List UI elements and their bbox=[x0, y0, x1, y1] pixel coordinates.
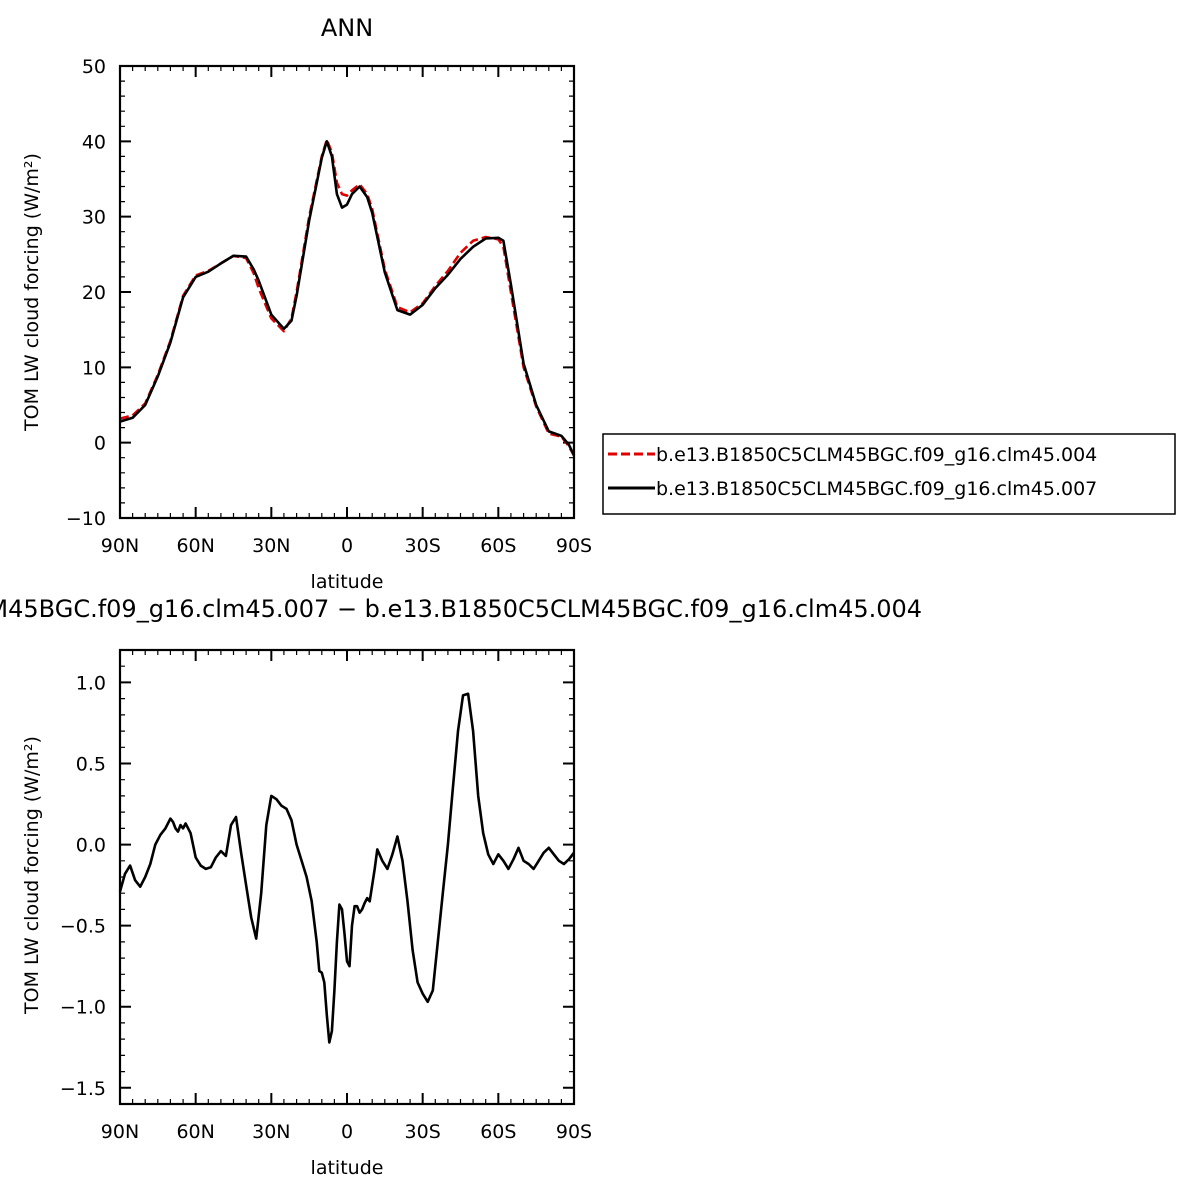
top-minor-ticks bbox=[119, 65, 575, 519]
bottom-y-axis-label: TOM LW cloud forcing (W/m²) bbox=[21, 736, 43, 1015]
top-x-tick-label: 60S bbox=[480, 535, 516, 557]
bottom-y-tick-label: −1.0 bbox=[60, 997, 106, 1019]
bottom-y-tick-label: −1.5 bbox=[60, 1078, 106, 1100]
top-x-tick-label: 90N bbox=[101, 535, 139, 557]
legend-label-007: b.e13.B1850C5CLM45BGC.f09_g16.clm45.007 bbox=[656, 478, 1097, 500]
bottom-x-tick-label: 0 bbox=[341, 1121, 353, 1143]
top-y-tick-label: 0 bbox=[94, 433, 106, 455]
bottom-series-line-0 bbox=[118, 692, 576, 1044]
bottom-plot-frame bbox=[118, 648, 576, 1106]
bottom-y-tick-label: 0.0 bbox=[76, 835, 106, 857]
bottom-y-tick-label: 0.5 bbox=[76, 754, 106, 776]
top-series-line-1 bbox=[119, 140, 576, 457]
bottom-x-tick-label: 30S bbox=[405, 1121, 441, 1143]
top-series-line-0 bbox=[119, 138, 576, 457]
top-x-tick-label: 0 bbox=[341, 535, 353, 557]
legend: b.e13.B1850C5CLM45BGC.f09_g16.clm45.004 … bbox=[602, 433, 1176, 515]
legend-label-004: b.e13.B1850C5CLM45BGC.f09_g16.clm45.004 bbox=[656, 444, 1097, 466]
bottom-x-tick-label: 60S bbox=[480, 1121, 516, 1143]
top-x-axis-label: latitude bbox=[311, 571, 384, 593]
bottom-x-tick-label: 30N bbox=[252, 1121, 290, 1143]
top-y-tick-label: 40 bbox=[82, 131, 106, 153]
legend-box bbox=[602, 433, 1176, 515]
top-x-tick-label: 60N bbox=[176, 535, 214, 557]
bottom-x-tick-label: 90S bbox=[556, 1121, 592, 1143]
bottom-y-tick-label: −0.5 bbox=[60, 916, 106, 938]
top-y-tick-label: 30 bbox=[82, 207, 106, 229]
top-x-tick-label: 30N bbox=[252, 535, 290, 557]
bottom-x-tick-label: 90N bbox=[101, 1121, 139, 1143]
top-plot-frame bbox=[118, 64, 576, 520]
top-x-tick-label: 30S bbox=[405, 535, 441, 557]
top-y-tick-label: −10 bbox=[66, 508, 106, 530]
bottom-x-tick-label: 60N bbox=[176, 1121, 214, 1143]
bottom-chart-title: b.e13.B1850C5CLM45BGC.f09_g16.clm45.007 … bbox=[0, 595, 922, 623]
bottom-plot-area: 90N 60N 30N 0 30S 60S 90S 1.0 0.5 0.0 −0.5 −1.0 −1.5 bbox=[60, 648, 592, 1143]
bottom-minor-ticks bbox=[119, 649, 575, 1105]
top-plot-area: 90N 60N 30N 0 30S 60S 90S 50 40 30 20 10 0 −10 bbox=[66, 56, 592, 557]
top-y-tick-label: 20 bbox=[82, 282, 106, 304]
top-y-tick-label: 10 bbox=[82, 357, 106, 379]
bottom-y-tick-label: 1.0 bbox=[76, 672, 106, 694]
top-y-tick-label: 50 bbox=[82, 56, 106, 78]
top-x-tick-label: 90S bbox=[556, 535, 592, 557]
top-chart-title: ANN bbox=[321, 14, 373, 42]
bottom-x-axis-label: latitude bbox=[311, 1157, 384, 1179]
top-y-axis-label: TOM LW cloud forcing (W/m²) bbox=[21, 153, 43, 432]
